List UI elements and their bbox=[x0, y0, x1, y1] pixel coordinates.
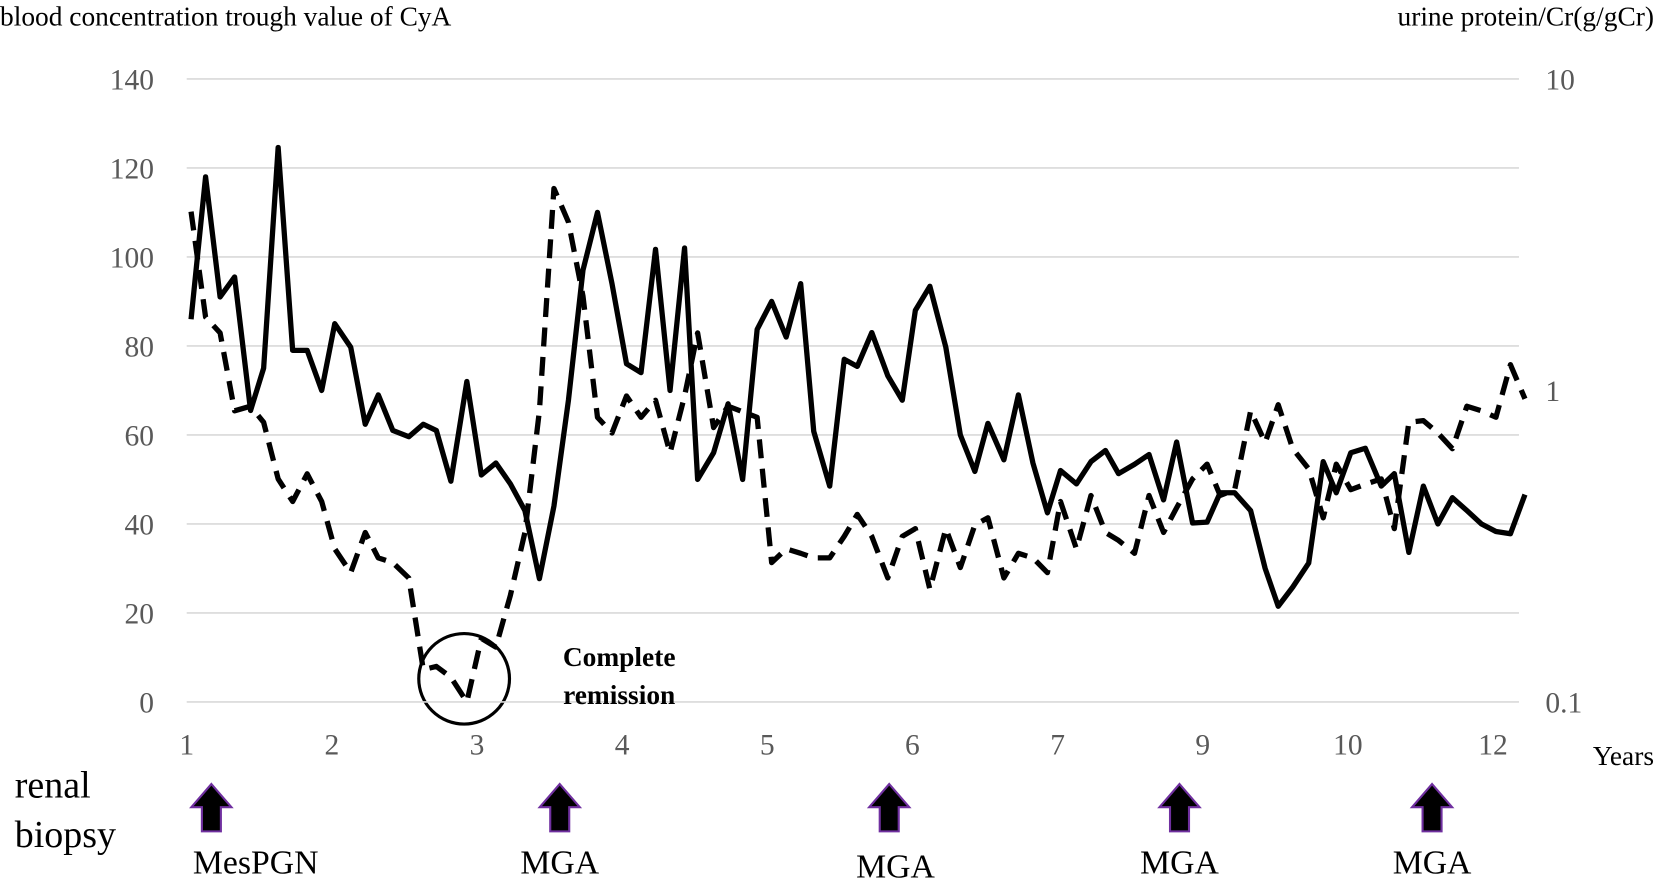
y-tick-label: 0 bbox=[139, 687, 154, 719]
x-tick-label: 2 bbox=[324, 730, 339, 762]
biopsy-result: MGA bbox=[1140, 845, 1219, 882]
biopsy-result: MesPGN bbox=[193, 845, 319, 882]
x-tick-label: 7 bbox=[1050, 730, 1065, 762]
x-tick-label: 3 bbox=[470, 730, 485, 762]
remission-circle bbox=[417, 631, 512, 726]
y-axis-label: blood concentration trough value of CyA bbox=[0, 1, 452, 31]
y-tick-label: 60 bbox=[124, 420, 154, 452]
data-line bbox=[188, 144, 1528, 609]
x-tick-label: 10 bbox=[1333, 730, 1363, 762]
data-line bbox=[188, 185, 1528, 705]
x-tick-label: 6 bbox=[905, 730, 920, 762]
annotation: remission bbox=[563, 680, 675, 710]
y-tick-label: 140 bbox=[110, 64, 154, 96]
biopsy-arrow bbox=[1157, 782, 1202, 833]
y-tick-label: 40 bbox=[124, 509, 154, 541]
y-tick-label: 100 bbox=[110, 242, 154, 274]
biopsy-arrow bbox=[189, 782, 234, 833]
y2-tick-label: 1 bbox=[1545, 376, 1560, 408]
y-tick-label: 80 bbox=[124, 331, 154, 363]
x-tick-label: 9 bbox=[1195, 730, 1210, 762]
x-axis-label: Years bbox=[1593, 741, 1654, 771]
y2-tick-label: 0.1 bbox=[1545, 687, 1582, 719]
annotation: Complete bbox=[563, 642, 676, 672]
x-tick-label: 12 bbox=[1478, 730, 1508, 762]
x-tick-label: 5 bbox=[760, 730, 775, 762]
biopsy-label: renal bbox=[15, 765, 91, 807]
y-tick-label: 20 bbox=[124, 598, 154, 630]
y2-tick-label: 10 bbox=[1545, 64, 1575, 96]
biopsy-arrow bbox=[866, 782, 912, 833]
biopsy-result: MGA bbox=[520, 845, 599, 882]
x-tick-label: 1 bbox=[179, 730, 194, 762]
y2-axis-label: urine protein/Cr(g/gCr) bbox=[1397, 1, 1654, 31]
x-tick-label: 4 bbox=[615, 730, 630, 762]
biopsy-label: biopsy bbox=[15, 814, 116, 856]
biopsy-result: MGA bbox=[1393, 845, 1472, 882]
y-tick-label: 120 bbox=[110, 153, 154, 185]
biopsy-arrow bbox=[537, 782, 583, 833]
biopsy-arrow bbox=[1409, 782, 1455, 833]
biopsy-result: MGA bbox=[856, 849, 935, 884]
